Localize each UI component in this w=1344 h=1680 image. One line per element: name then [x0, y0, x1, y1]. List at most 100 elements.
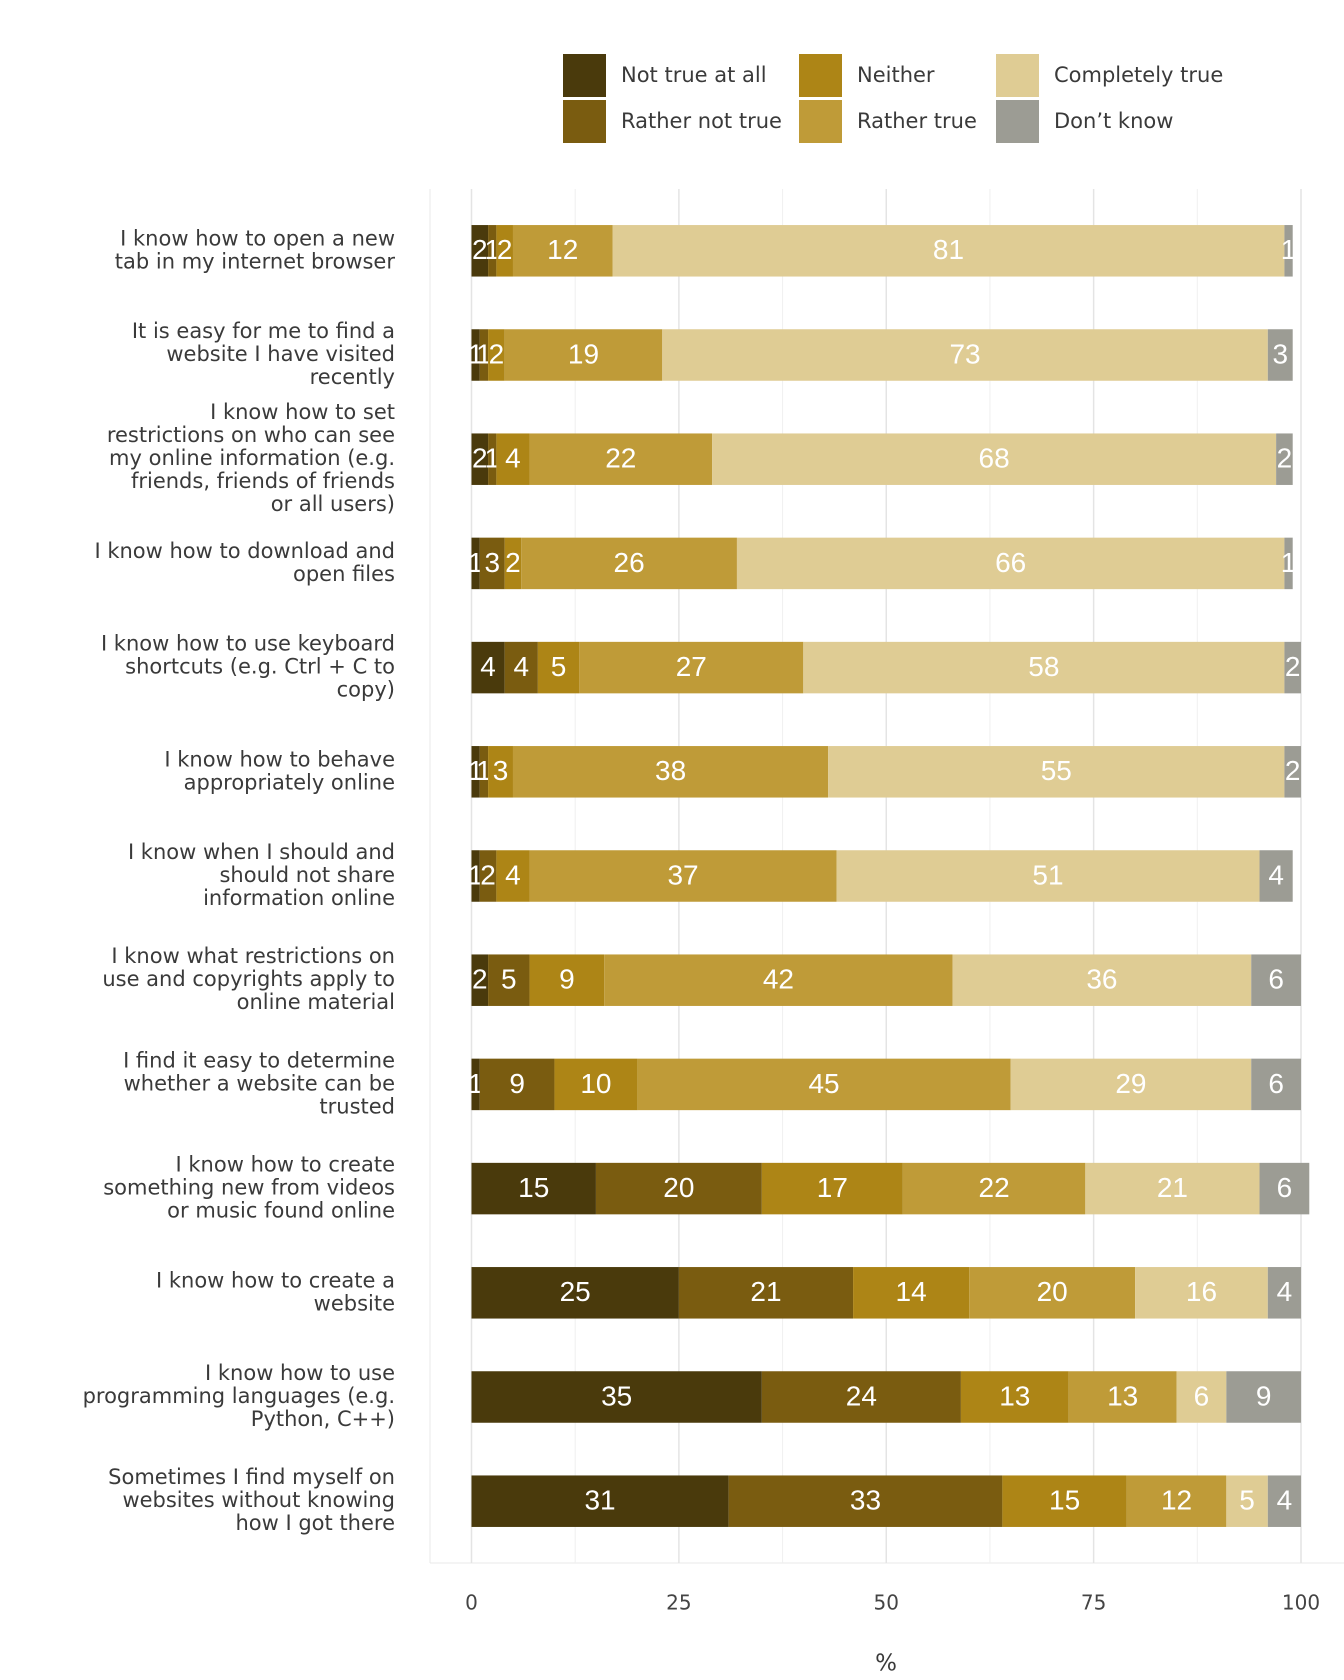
bar-value-label: 1: [476, 338, 492, 369]
bar-segment: [828, 746, 1285, 798]
bar-value-label: 1: [484, 234, 500, 265]
bar-segment: [662, 329, 1268, 381]
bar-value-label: 45: [808, 1068, 839, 1099]
bar-value-label: 21: [1157, 1172, 1188, 1203]
bar-value-label: 10: [580, 1068, 611, 1099]
x-tick-label: 25: [666, 1591, 691, 1615]
x-axis-label: %: [875, 1651, 897, 1677]
bar-segment: [1085, 1162, 1260, 1215]
bar-segment: [1259, 1162, 1310, 1215]
bar-value-label: 15: [1049, 1485, 1080, 1516]
bar-segment: [1135, 1267, 1268, 1319]
bar-segment: [836, 850, 1260, 902]
bar-value-label: 2: [472, 964, 488, 995]
bar-value-label: 1: [1281, 547, 1297, 578]
bar-value-label: 9: [509, 1068, 525, 1099]
bar-value-label: 1: [476, 755, 492, 786]
bar-segment: [678, 1267, 854, 1319]
bar-value-label: 4: [480, 651, 496, 682]
bar-segment: [712, 433, 1277, 485]
bar-value-label: 26: [614, 547, 645, 578]
legend-label: Not true at all: [621, 63, 767, 87]
bar-segment: [1251, 1058, 1301, 1111]
category-label: I find it easy to determine whether a web…: [123, 1048, 395, 1118]
x-tick-label: 0: [465, 1591, 478, 1615]
bar-segment: [1068, 1371, 1177, 1423]
bar-value-label: 33: [850, 1485, 881, 1516]
legend-swatch: [563, 100, 606, 143]
bar-segment: [761, 1162, 903, 1215]
legend-swatch: [799, 54, 842, 97]
bar-value-label: 22: [605, 443, 636, 474]
bar-value-label: 29: [1115, 1068, 1146, 1099]
bar-segment: [960, 1371, 1069, 1423]
bar-segment: [496, 433, 530, 485]
bar-value-label: 4: [1277, 1485, 1293, 1516]
bar-segment: [471, 1371, 762, 1423]
bar-value-label: 3: [484, 547, 500, 578]
bar-segment: [1226, 1371, 1301, 1423]
category-label: I know how to use programming languages (…: [83, 1361, 395, 1431]
category-label: I know how to download and open files: [94, 539, 395, 586]
bar-segment: [1276, 433, 1293, 485]
legend-swatch: [996, 100, 1039, 143]
bar-value-label: 17: [817, 1172, 848, 1203]
bar-value-label: 2: [472, 443, 488, 474]
category-label: I know how to use keyboard shortcuts (e.g…: [101, 632, 395, 702]
bar-value-label: 6: [1194, 1380, 1210, 1411]
bar-segment: [471, 225, 489, 277]
bar-value-label: 51: [1032, 859, 1063, 890]
bar-value-label: 5: [501, 964, 517, 995]
bar-value-label: 35: [601, 1380, 632, 1411]
bar-segment: [1267, 1267, 1301, 1319]
bar-segment: [969, 1267, 1136, 1319]
category-label: I know how to create a website: [156, 1268, 395, 1315]
bar-value-label: 68: [979, 443, 1010, 474]
bar-value-label: 27: [676, 651, 707, 682]
bar-segment: [488, 329, 505, 381]
bar-value-label: 9: [559, 964, 575, 995]
category-label: I know how to set restrictions on who can…: [107, 400, 395, 516]
bar-value-label: 13: [1107, 1380, 1138, 1411]
bar-segment: [479, 746, 489, 798]
bar-segment: [521, 537, 737, 590]
legend-swatch: [563, 54, 606, 97]
bar-value-label: 1: [468, 755, 484, 786]
bar-segment: [512, 746, 829, 798]
bar-value-label: 1: [468, 338, 484, 369]
bar-value-label: 24: [846, 1380, 877, 1411]
bar-segment: [1226, 1475, 1268, 1527]
bar-segment: [1267, 329, 1293, 381]
bar-value-label: 2: [472, 234, 488, 265]
bar-segment: [1002, 1475, 1127, 1527]
category-label: Sometimes I find myself on websites witho…: [108, 1465, 395, 1535]
bar-value-label: 37: [667, 859, 698, 890]
bar-segment: [902, 1162, 1086, 1215]
bar-value-label: 36: [1086, 964, 1117, 995]
bar-value-label: 73: [949, 338, 980, 369]
bar-value-label: 20: [1037, 1276, 1068, 1307]
bar-segment: [471, 1058, 480, 1111]
bar-value-label: 2: [480, 859, 496, 890]
bar-value-label: 1: [1281, 234, 1297, 265]
bar-segment: [554, 1058, 638, 1111]
bar-value-label: 2: [497, 234, 513, 265]
bar-segment: [537, 641, 580, 694]
legend-swatch: [996, 54, 1039, 97]
bar-value-label: 3: [493, 755, 509, 786]
bar-segment: [471, 1475, 729, 1527]
bar-segment: [612, 225, 1285, 277]
bar-value-label: 16: [1186, 1276, 1217, 1307]
bar-value-label: 2: [1277, 443, 1293, 474]
bar-value-label: 1: [468, 547, 484, 578]
bar-segment: [504, 641, 538, 694]
x-tick-label: 100: [1282, 1591, 1320, 1615]
bar-segment: [1284, 641, 1301, 694]
bar-value-label: 14: [896, 1276, 927, 1307]
bar-segment: [488, 225, 497, 277]
bar-segment: [471, 641, 505, 694]
bar-value-label: 20: [663, 1172, 694, 1203]
legend-swatch: [799, 100, 842, 143]
bar-segment: [761, 1371, 961, 1423]
